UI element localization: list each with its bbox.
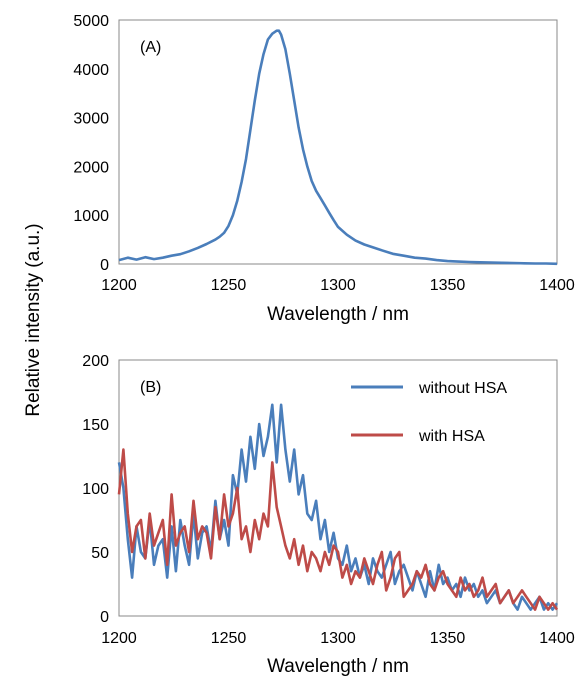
legend-label-without-hsa: without HSA — [418, 380, 507, 397]
y-tick-label-b-0: 0 — [100, 609, 109, 626]
series-line-a-0 — [118, 29, 558, 266]
x-tick-label-a-1400: 1400 — [539, 277, 575, 294]
chart-panel-a: 1200 1250 1300 1350 1400 0 1000 2000 3000 4000 50… — [73, 13, 574, 325]
series-lines-b — [117, 403, 559, 611]
y-tick-labels-b: 0 50 100 150 200 — [82, 353, 109, 626]
x-tick-label-b-1350: 1350 — [430, 630, 466, 647]
y-tick-label-b-150: 150 — [82, 417, 109, 434]
x-tick-label-b-1300: 1300 — [320, 630, 356, 647]
plot-area-a — [118, 19, 558, 265]
x-tick-label-a-1250: 1250 — [211, 277, 247, 294]
y-tick-label-b-200: 200 — [82, 353, 109, 370]
series-line-b-1 — [117, 448, 559, 611]
legend: without HSA with HSA — [351, 380, 507, 445]
x-tick-label-b-1400: 1400 — [539, 630, 575, 647]
x-axis-label-b: Wavelength / nm — [267, 656, 409, 677]
legend-label-with-hsa: with HSA — [418, 428, 485, 445]
x-tick-label-a-1350: 1350 — [430, 277, 466, 294]
x-tick-label-b-1200: 1200 — [101, 630, 137, 647]
y-tick-label-a-1000: 1000 — [73, 208, 109, 225]
y-tick-label-b-100: 100 — [82, 481, 109, 498]
x-axis-label-a: Wavelength / nm — [267, 304, 409, 325]
panel-label-b: (B) — [140, 379, 161, 396]
x-tick-label-a-1300: 1300 — [320, 277, 356, 294]
x-tick-labels-b: 1200 1250 1300 1350 1400 — [101, 630, 575, 647]
y-tick-label-a-0: 0 — [100, 257, 109, 274]
x-tick-label-b-1250: 1250 — [211, 630, 247, 647]
x-tick-label-a-1200: 1200 — [101, 277, 137, 294]
series-lines-a — [118, 29, 558, 266]
y-tick-label-a-4000: 4000 — [73, 62, 109, 79]
plot-area-b — [118, 359, 558, 617]
chart-panel-b: 1200 1250 1300 1350 1400 0 50 100 150 200 (B) Wa… — [82, 353, 575, 677]
y-tick-label-b-50: 50 — [91, 545, 109, 562]
y-tick-labels-a: 0 1000 2000 3000 4000 5000 — [73, 13, 109, 274]
y-tick-label-a-5000: 5000 — [73, 13, 109, 30]
shared-ylabel: Relative intensity (a.u.) — [23, 223, 44, 416]
y-tick-label-a-3000: 3000 — [73, 111, 109, 128]
x-tick-labels-a: 1200 1250 1300 1350 1400 — [101, 277, 575, 294]
y-tick-label-a-2000: 2000 — [73, 159, 109, 176]
panel-label-a: (A) — [140, 39, 161, 56]
series-line-b-0 — [117, 403, 559, 611]
